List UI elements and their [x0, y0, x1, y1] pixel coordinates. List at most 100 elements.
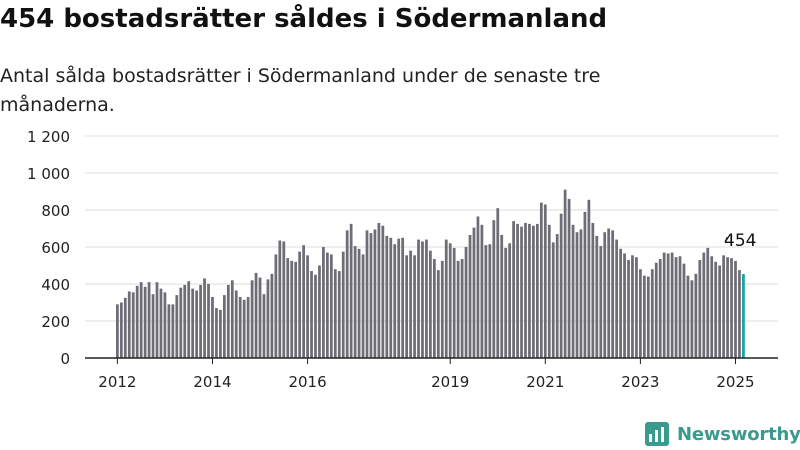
y-tick-label: 1 200 [27, 128, 70, 146]
bar [682, 263, 686, 358]
bar [222, 295, 226, 358]
y-tick-label: 200 [41, 313, 70, 331]
bar [706, 247, 710, 358]
bar [290, 260, 294, 359]
bar [405, 255, 409, 358]
bar [310, 271, 313, 358]
bar [456, 260, 460, 359]
bar [623, 253, 626, 358]
bar [195, 290, 199, 358]
bar [203, 278, 206, 358]
bar [262, 294, 266, 358]
bar [658, 259, 662, 358]
bar [199, 284, 202, 358]
bar [373, 229, 377, 358]
annotation-tick [724, 236, 728, 243]
x-tick-label: 2014 [193, 373, 231, 391]
bar [555, 234, 559, 358]
bar [508, 243, 512, 358]
bar [131, 292, 135, 358]
bar [215, 308, 218, 358]
bar [468, 234, 472, 358]
bar [183, 284, 187, 358]
x-tick-label: 2025 [716, 373, 754, 391]
bar [452, 247, 456, 358]
bar [389, 237, 393, 358]
y-tick-label: 400 [41, 276, 70, 294]
bar [429, 250, 432, 358]
bar [563, 189, 567, 358]
bar [357, 248, 361, 358]
bar [147, 282, 151, 358]
bar [425, 239, 428, 358]
bar [551, 242, 555, 359]
bar [246, 296, 250, 358]
bar [587, 199, 591, 358]
bar [278, 240, 282, 358]
bar [444, 239, 448, 358]
bar [250, 280, 254, 358]
bar [575, 232, 579, 358]
bar [650, 269, 654, 358]
bar [480, 224, 484, 358]
bar [421, 241, 424, 358]
bar [226, 284, 230, 358]
bar [615, 239, 619, 358]
bar [171, 304, 175, 358]
bar [722, 255, 725, 358]
bar [662, 252, 666, 358]
bar [401, 237, 405, 358]
x-tick-label: 2021 [526, 373, 564, 391]
bar [322, 247, 325, 358]
bar [306, 255, 309, 358]
highlight-bar [742, 274, 745, 358]
bar [238, 296, 242, 358]
bar [365, 230, 369, 358]
bar [627, 259, 630, 358]
bar [234, 290, 238, 358]
bar [726, 257, 729, 358]
bar [524, 222, 527, 358]
bar [702, 252, 706, 358]
x-tick-label: 2016 [288, 373, 326, 391]
bar [714, 261, 718, 358]
bar [381, 225, 385, 358]
bar [536, 223, 539, 359]
bar [460, 259, 464, 358]
bar [369, 233, 373, 359]
bar [698, 259, 702, 358]
bar [254, 272, 258, 358]
bar [341, 251, 345, 359]
y-tick-label: 0 [60, 350, 70, 368]
bar [492, 220, 496, 358]
bar [599, 246, 603, 358]
brand-name: Newsworthy [677, 423, 800, 445]
x-tick-label: 2012 [98, 373, 136, 391]
bar [488, 244, 492, 358]
bar [448, 243, 452, 358]
bar [635, 257, 638, 358]
bar [539, 202, 543, 358]
bar [642, 275, 646, 358]
bar [207, 284, 210, 358]
bar [282, 241, 286, 358]
bar [607, 228, 611, 358]
bar [559, 213, 563, 358]
bar [377, 222, 381, 358]
bar [302, 245, 305, 358]
bar [436, 270, 440, 359]
bar [417, 239, 420, 358]
bar [219, 309, 222, 358]
bar [298, 251, 302, 359]
bar [583, 211, 587, 358]
bar [187, 281, 191, 358]
bar [397, 238, 401, 358]
bar [654, 262, 658, 358]
bar [595, 235, 599, 358]
bar [432, 259, 436, 358]
bar [409, 250, 412, 358]
bar [678, 256, 682, 358]
newsworthy-logo-icon [645, 422, 669, 446]
bar [393, 244, 397, 358]
bar [318, 265, 321, 358]
